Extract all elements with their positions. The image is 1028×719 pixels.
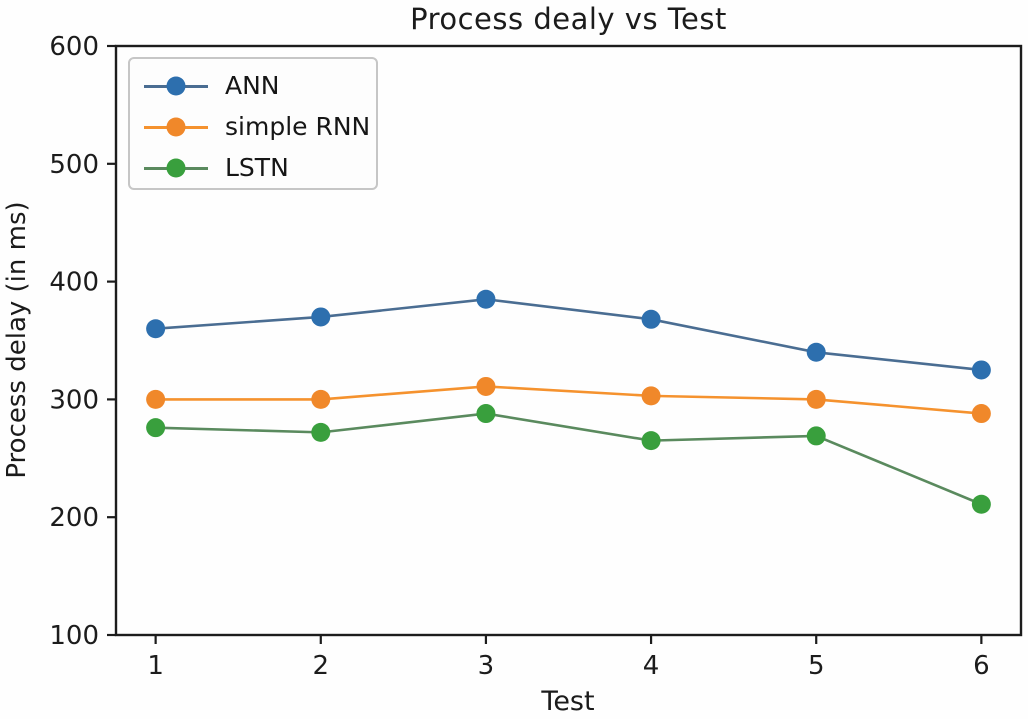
legend-label: simple RNN <box>225 112 371 141</box>
x-tick-label: 2 <box>313 651 330 681</box>
data-point-ann <box>311 307 331 327</box>
y-tick-label: 600 <box>49 32 99 62</box>
x-tick-label: 4 <box>643 651 660 681</box>
data-point-simple-rnn <box>806 389 826 409</box>
legend-label: ANN <box>225 71 280 100</box>
data-point-ann <box>146 319 166 339</box>
legend-item-lstn: LSTN <box>144 148 376 188</box>
data-point-ann <box>971 360 991 380</box>
series-line-lstn <box>155 412 982 506</box>
data-point-lstn <box>146 418 166 438</box>
data-point-simple-rnn <box>971 404 991 424</box>
data-point-simple-rnn <box>311 389 331 409</box>
data-point-simple-rnn <box>146 389 166 409</box>
data-point-simple-rnn <box>476 376 496 396</box>
x-tick-label: 5 <box>808 651 825 681</box>
y-tick-label: 500 <box>49 150 99 180</box>
data-point-simple-rnn <box>641 386 661 406</box>
chart-title: Process dealy vs Test <box>410 2 727 36</box>
legend-item-ann: ANN <box>144 66 376 106</box>
legend: ANN simple RNN LSTN <box>128 57 378 190</box>
data-point-lstn <box>311 422 331 442</box>
series-line-ann <box>155 297 982 372</box>
line-marker-icon <box>144 158 208 178</box>
x-axis-label: Test <box>541 686 595 717</box>
y-tick-label: 400 <box>49 268 99 298</box>
data-point-lstn <box>806 426 826 446</box>
series-line-simple-rnn <box>155 385 982 415</box>
data-point-ann <box>806 342 826 362</box>
legend-item-simple-rnn: simple RNN <box>144 107 376 147</box>
data-point-ann <box>641 309 661 329</box>
x-tick-label: 6 <box>973 651 990 681</box>
line-marker-icon <box>144 117 208 137</box>
axes-spines <box>114 44 1023 637</box>
x-tick-label: 3 <box>478 651 495 681</box>
data-point-ann <box>476 289 496 309</box>
y-tick-label: 100 <box>49 621 99 651</box>
x-tick-label: 1 <box>147 651 164 681</box>
data-point-lstn <box>641 431 661 451</box>
legend-label: LSTN <box>225 153 289 182</box>
data-point-lstn <box>476 404 496 424</box>
y-tick-label: 200 <box>49 503 99 533</box>
data-point-lstn <box>971 494 991 514</box>
y-tick-label: 300 <box>49 385 99 415</box>
line-marker-icon <box>144 76 208 96</box>
